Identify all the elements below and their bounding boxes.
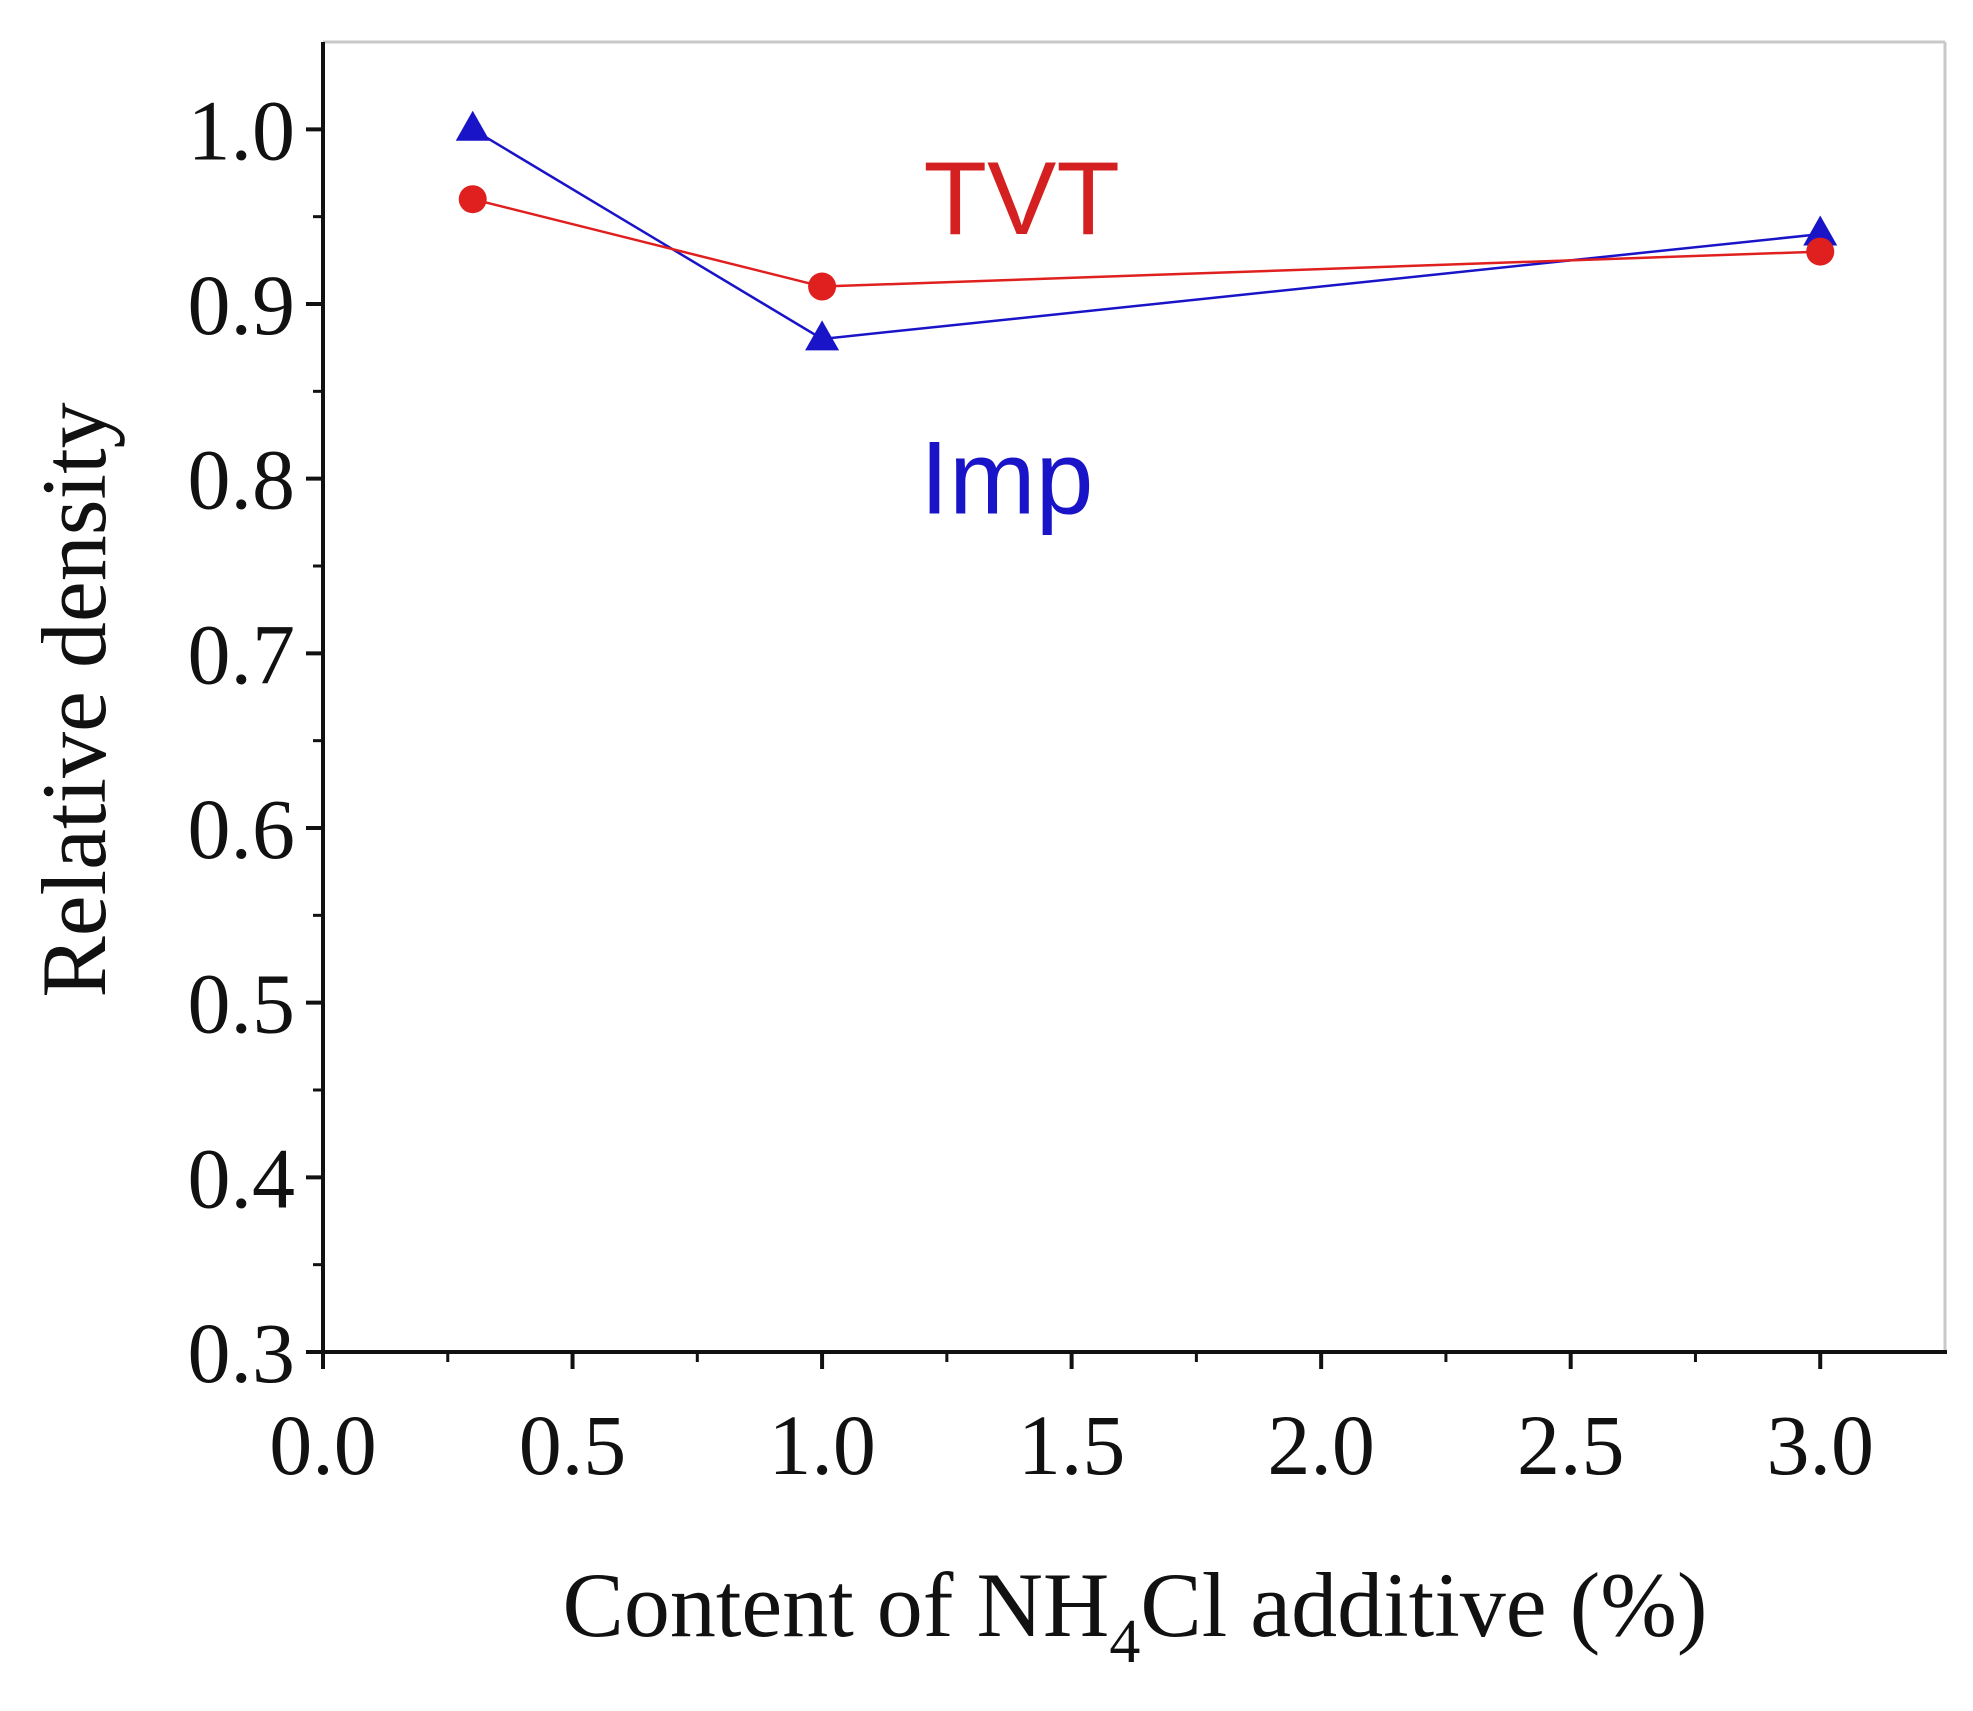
data-point-imp bbox=[805, 320, 840, 351]
series-line-imp bbox=[472, 128, 1821, 341]
axes bbox=[321, 40, 1947, 1354]
series-annotation-imp: Imp bbox=[920, 421, 1093, 537]
x-tick-label: 2.5 bbox=[1517, 1397, 1625, 1493]
data-point-imp bbox=[455, 110, 490, 141]
series-annotation-tvt: TVT bbox=[923, 141, 1119, 257]
data-point-tvt bbox=[458, 185, 487, 214]
y-tick-label: 0.7 bbox=[188, 606, 296, 702]
y-tick-label: 0.8 bbox=[188, 432, 296, 528]
x-tick-label: 0.5 bbox=[519, 1397, 627, 1493]
x-tick-label: 2.0 bbox=[1267, 1397, 1375, 1493]
y-tick-label: 0.9 bbox=[188, 257, 296, 353]
series bbox=[455, 110, 1838, 351]
data-point-tvt bbox=[1806, 237, 1835, 266]
ticks: 0.3 0.4 0.5 0.6 0.7 0.8 0.9 1.0 0.0 0.5 1.0 1.5 2.0 2… bbox=[188, 82, 1874, 1493]
x-axis-title: Content of NH4Cl additive (%) bbox=[562, 1554, 1707, 1676]
y-tick-label: 0.5 bbox=[188, 956, 296, 1052]
x-tick-label: 1.5 bbox=[1018, 1397, 1126, 1493]
annotations: TVT Imp bbox=[920, 141, 1120, 536]
x-tick-label: 0.0 bbox=[269, 1397, 377, 1493]
data-point-imp bbox=[1803, 215, 1838, 246]
series-line-tvt bbox=[472, 197, 1821, 288]
x-tick-label: 3.0 bbox=[1766, 1397, 1874, 1493]
x-axis-title-prefix: Content of NH bbox=[562, 1554, 1109, 1656]
data-point-tvt bbox=[808, 272, 837, 301]
y-tick-label: 1.0 bbox=[188, 82, 296, 178]
x-axis-title-suffix: Cl additive (%) bbox=[1140, 1554, 1707, 1656]
y-tick-label: 0.3 bbox=[188, 1305, 296, 1401]
x-axis-title-subscript: 4 bbox=[1109, 1608, 1140, 1676]
y-tick-label: 0.6 bbox=[188, 781, 296, 877]
y-axis-title: Relative density bbox=[23, 402, 125, 997]
y-tick-label: 0.4 bbox=[188, 1130, 296, 1226]
x-tick-label: 1.0 bbox=[768, 1397, 876, 1493]
